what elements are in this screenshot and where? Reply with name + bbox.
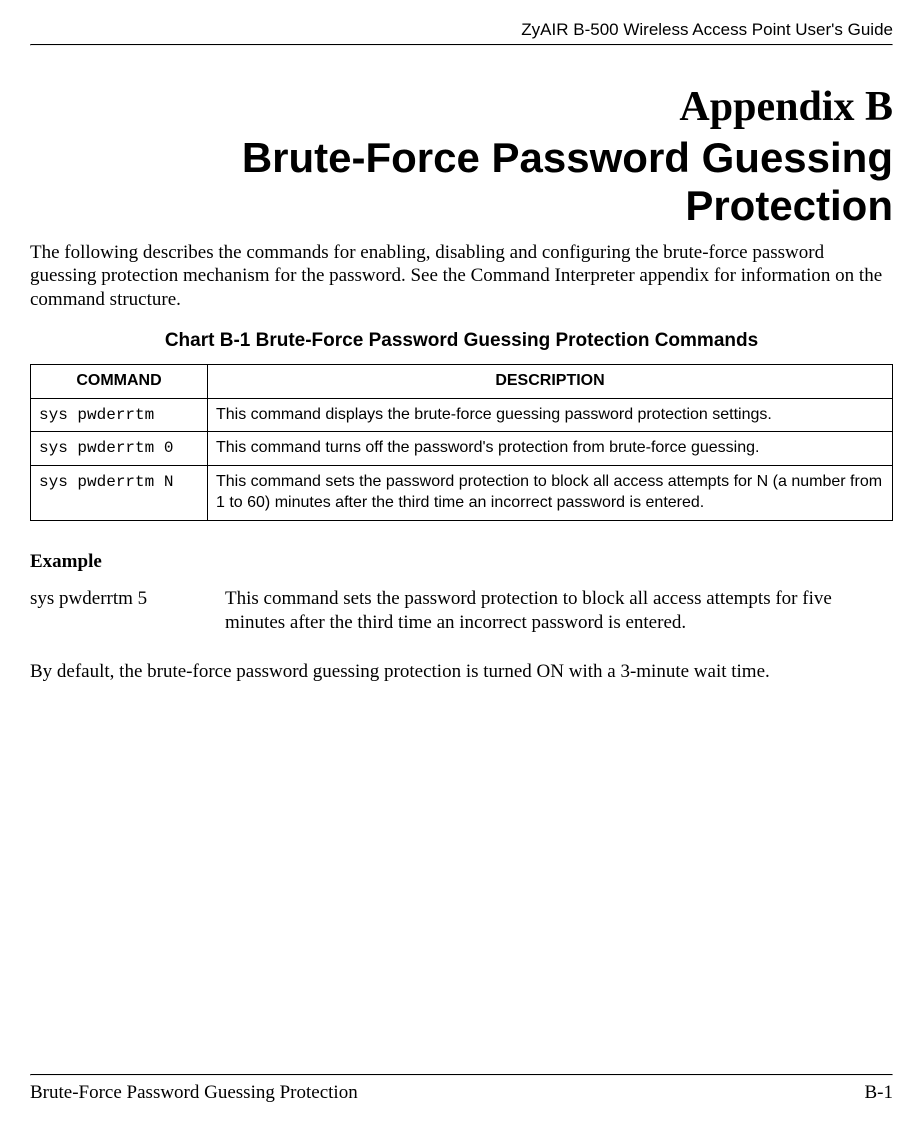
cell-command: sys pwderrtm N [31,466,208,521]
footer-section: Brute-Force Password Guessing Protection [30,1082,358,1104]
intro-paragraph: The following describes the commands for… [30,241,893,312]
footer: Brute-Force Password Guessing Protection… [30,1066,893,1104]
cell-description: This command displays the brute-force gu… [208,398,893,432]
footer-rule [30,1074,893,1076]
appendix-label: Appendix B [30,86,893,128]
example-row: sys pwderrtm 5 This command sets the pas… [30,587,893,635]
table-header-row: COMMAND DESCRIPTION [31,364,893,398]
table-row: sys pwderrtm 0 This command turns off th… [31,432,893,466]
header-guide-title: ZyAIR B-500 Wireless Access Point User's… [30,20,893,44]
example-description: This command sets the password protectio… [225,587,893,635]
header-rule [30,44,893,46]
footer-page-number: B-1 [865,1082,894,1104]
example-heading: Example [30,551,893,573]
cell-description: This command turns off the password's pr… [208,432,893,466]
col-header-command: COMMAND [31,364,208,398]
page-container: ZyAIR B-500 Wireless Access Point User's… [0,0,923,1124]
cell-command: sys pwderrtm 0 [31,432,208,466]
appendix-subtitle: Brute-Force Password Guessing Protection [30,134,893,231]
table-row: sys pwderrtm N This command sets the pas… [31,466,893,521]
footer-row: Brute-Force Password Guessing Protection… [30,1082,893,1104]
col-header-description: DESCRIPTION [208,364,893,398]
default-note: By default, the brute-force password gue… [30,660,893,684]
cell-description: This command sets the password protectio… [208,466,893,521]
cell-command: sys pwderrtm [31,398,208,432]
chart-caption: Chart B-1 Brute-Force Password Guessing … [30,330,893,352]
table-row: sys pwderrtm This command displays the b… [31,398,893,432]
commands-table: COMMAND DESCRIPTION sys pwderrtm This co… [30,364,893,521]
example-command: sys pwderrtm 5 [30,587,225,635]
